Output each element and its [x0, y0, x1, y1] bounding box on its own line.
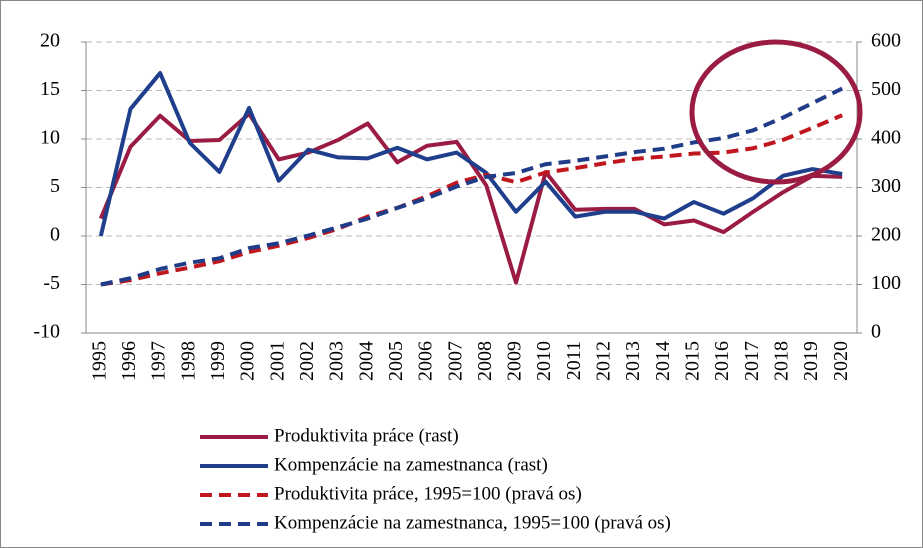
x-tick-label: 2014: [652, 341, 674, 381]
legend-label: Kompenzácie na zamestnanca (rast): [274, 454, 548, 475]
y2-tick-label: 200: [871, 224, 901, 246]
x-tick-label: 2018: [770, 341, 792, 381]
x-tick-label: 2015: [681, 341, 703, 381]
y-tick-label: 0: [50, 224, 60, 246]
y2-tick-label: 500: [871, 78, 901, 100]
x-tick-label: 2009: [504, 341, 526, 381]
series-line: [98, 71, 843, 237]
x-tick-label: 2010: [533, 341, 555, 381]
x-tick-label: 2017: [741, 341, 763, 381]
y-tick-label: 20: [40, 30, 60, 52]
x-tick-label: 2000: [237, 341, 259, 381]
x-tick-label: 2005: [385, 341, 407, 381]
y-tick-label: 10: [40, 127, 60, 149]
x-tick-label: 2006: [415, 341, 437, 381]
highlight-circle: [689, 39, 863, 185]
series-line: [100, 86, 844, 287]
legend-label: Produktivita práce (rast): [274, 425, 459, 446]
y2-tick-label: 600: [871, 30, 901, 52]
x-tick-label: 1999: [207, 341, 229, 381]
x-tick-label: 2019: [800, 341, 822, 381]
y-tick-label: 5: [50, 175, 60, 197]
x-tick-label: 1996: [118, 341, 140, 381]
y2-tick-label: 300: [871, 175, 901, 197]
legend-label: Produktivita práce, 1995=100 (pravá os): [274, 483, 582, 504]
y-tick-label: -10: [33, 321, 60, 343]
x-tick-label: 2011: [563, 341, 585, 380]
y-tick-label: -5: [43, 272, 60, 294]
x-tick-label: 2020: [830, 341, 852, 381]
x-tick-label: 2016: [711, 341, 733, 381]
y2-tick-label: 100: [871, 272, 901, 294]
x-tick-label: 2004: [355, 341, 377, 381]
y2-tick-label: 0: [871, 321, 881, 343]
y-tick-label: 15: [40, 78, 60, 100]
x-tick-label: 2012: [593, 341, 615, 381]
x-tick-label: 2008: [474, 341, 496, 381]
x-tick-label: 2003: [326, 341, 348, 381]
x-tick-label: 2002: [296, 341, 318, 381]
series-line: [100, 113, 843, 287]
x-tick-label: 2007: [444, 341, 466, 381]
x-tick-label: 2013: [622, 341, 644, 381]
y2-tick-label: 400: [871, 127, 901, 149]
x-tick-label: 2001: [266, 341, 288, 381]
legend-label: Kompenzácie na zamestnanca, 1995=100 (pr…: [274, 512, 671, 533]
x-tick-label: 1997: [148, 341, 170, 381]
x-tick-label: 1998: [177, 341, 199, 381]
x-tick-label: 1995: [88, 341, 110, 381]
